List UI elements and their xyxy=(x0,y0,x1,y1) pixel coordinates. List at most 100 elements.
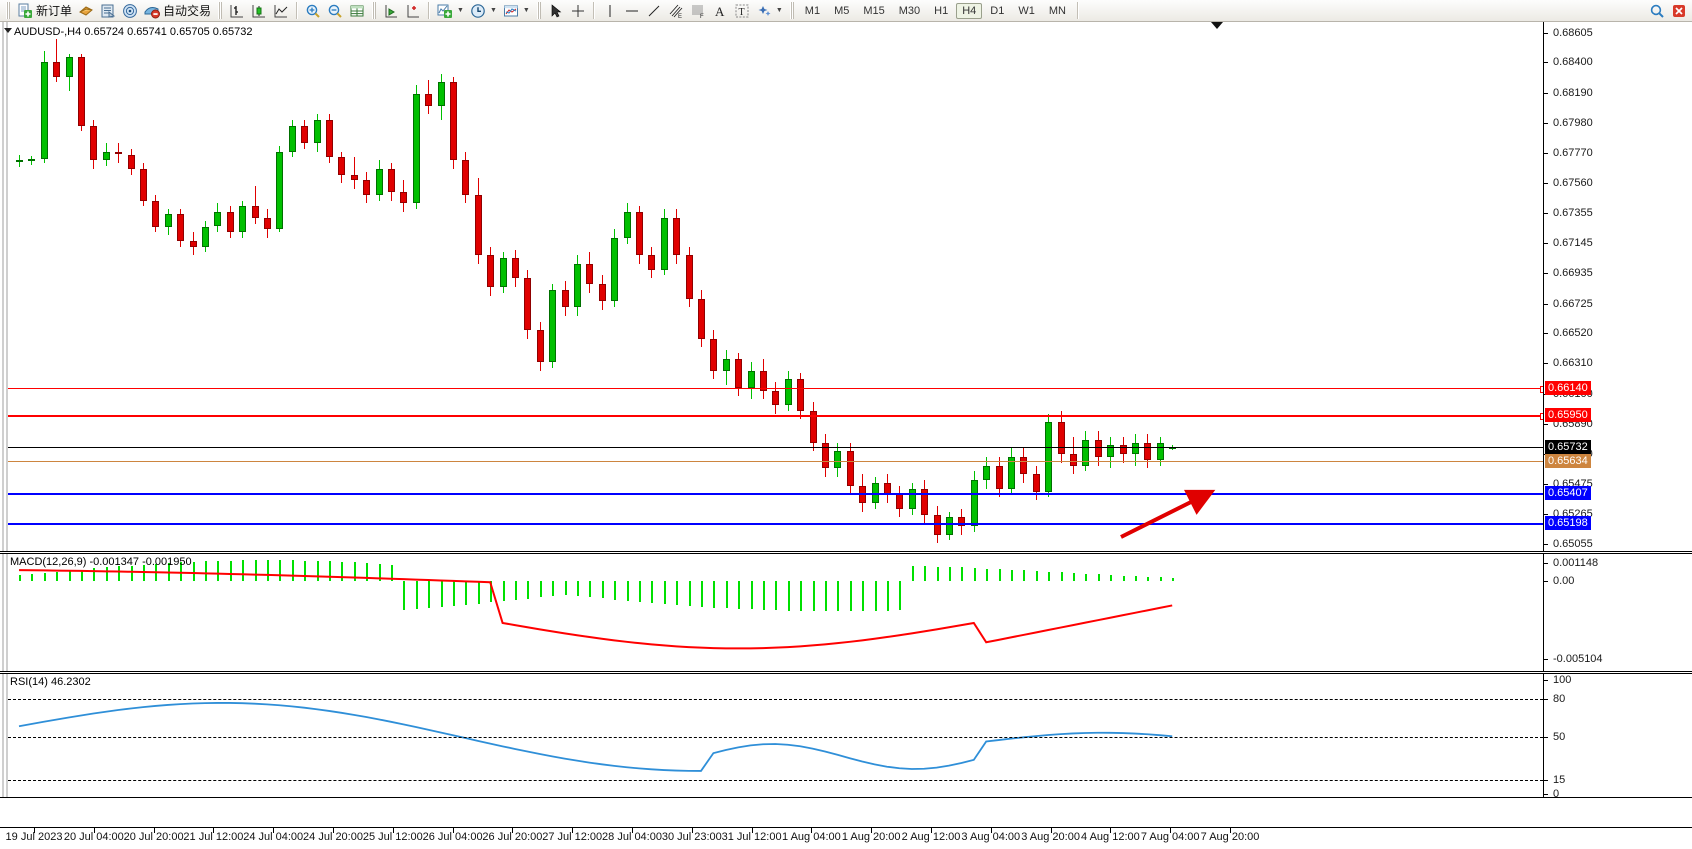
templates-icon xyxy=(503,3,519,19)
toolbar-grip[interactable] xyxy=(6,2,10,19)
timeframe-mn[interactable]: MN xyxy=(1048,4,1066,17)
timeframe-w1[interactable]: W1 xyxy=(1018,4,1035,17)
time-tick xyxy=(1110,828,1112,833)
rsi-pane[interactable]: RSI(14) 46.2302 100 80 50 15 0 xyxy=(0,673,1692,800)
new-order-button[interactable]: 新订单 xyxy=(14,1,75,21)
price-level-support-2[interactable] xyxy=(8,523,1543,525)
horizontal-line-button[interactable] xyxy=(621,1,643,21)
candle-body xyxy=(388,168,395,192)
price-axis[interactable]: 0.68605 0.68400 0.68190 0.67980 0.67770 0.675… xyxy=(1543,22,1692,551)
cursor-icon xyxy=(548,3,564,19)
rsi-left-grip xyxy=(0,674,8,797)
signals-button[interactable] xyxy=(119,1,141,21)
price-level-resistance-2[interactable] xyxy=(8,385,1543,393)
level-handle[interactable] xyxy=(1540,385,1543,393)
macd-histogram-bar xyxy=(825,580,827,612)
candle-body xyxy=(78,56,85,126)
macd-pane[interactable]: MACD(12,26,9) -0.001347 -0.001950 0.0011… xyxy=(0,553,1692,672)
window-close-button[interactable] xyxy=(1668,1,1690,21)
candle-body xyxy=(102,151,110,161)
timeframe-d1[interactable]: D1 xyxy=(990,4,1005,17)
shapes-button[interactable]: ▼ xyxy=(753,1,786,21)
fibonacci-button[interactable]: F xyxy=(687,1,709,21)
chevron-down-icon[interactable]: ▼ xyxy=(457,7,464,14)
macd-histogram-bar xyxy=(614,580,617,600)
time-axis[interactable]: 19 Jul 2023 20 Jul 04:00 20 Jul 20:00 21 Ju… xyxy=(0,827,1692,849)
zoom-in-button[interactable] xyxy=(302,1,324,21)
scroll-position-marker[interactable] xyxy=(1211,22,1223,29)
chevron-down-icon-2[interactable]: ▼ xyxy=(489,7,497,14)
price-pane[interactable]: AUDUSD-,H4 0.65724 0.65741 0.65705 0.657… xyxy=(0,22,1692,552)
vertical-line-button[interactable] xyxy=(599,1,621,21)
candle-body xyxy=(834,451,842,469)
trendline-button[interactable] xyxy=(643,1,665,21)
macd-histogram-bar xyxy=(577,580,579,596)
macd-histogram-bar xyxy=(626,580,629,601)
crosshair-button[interactable] xyxy=(567,1,589,21)
toolbar-grip-3[interactable] xyxy=(372,2,377,19)
candlestick-chart-button[interactable] xyxy=(248,1,270,21)
toolbar-grip-2[interactable] xyxy=(218,2,223,19)
macd-histogram-bar xyxy=(279,560,282,581)
time-label: 3 Aug 04:00 xyxy=(961,831,1021,843)
price-plot[interactable] xyxy=(8,22,1543,551)
search-button[interactable] xyxy=(1646,1,1668,21)
price-level-resistance-1[interactable] xyxy=(8,413,1543,421)
news-button[interactable] xyxy=(97,1,119,21)
auto-scroll-button[interactable] xyxy=(402,1,424,21)
equidistant-channel-button[interactable]: E xyxy=(665,1,687,21)
vertical-line-icon xyxy=(602,3,618,19)
rsi-axis[interactable]: 100 80 50 15 0 xyxy=(1543,674,1692,800)
macd-plot[interactable] xyxy=(8,554,1543,671)
macd-histogram-bar xyxy=(341,561,344,581)
price-level-moving-average[interactable] xyxy=(8,460,1543,463)
timeframe-m5[interactable]: M5 xyxy=(834,4,850,17)
data-window-icon xyxy=(349,3,365,19)
toolbar-grip-5[interactable] xyxy=(789,2,794,19)
timeframe-m30[interactable]: M30 xyxy=(898,4,921,17)
chevron-down-icon-4[interactable]: ▼ xyxy=(775,7,783,14)
candle-body xyxy=(1020,456,1028,475)
chart-shift-button[interactable] xyxy=(380,1,402,21)
time-label: 20 Jul 20:00 xyxy=(123,831,184,843)
time-tick xyxy=(153,828,155,833)
chevron-down-icon-3[interactable]: ▼ xyxy=(522,7,530,14)
price-tick: 0.67770 xyxy=(1544,147,1593,159)
auto-trading-button[interactable]: 自动交易 xyxy=(141,1,214,21)
price-level-current-price[interactable] xyxy=(8,446,1543,448)
macd-histogram-bar xyxy=(81,569,83,581)
timeframe-h4[interactable]: H4 xyxy=(956,2,983,19)
history-button[interactable] xyxy=(75,1,97,21)
macd-histogram-bar xyxy=(552,580,555,597)
data-window-button[interactable] xyxy=(346,1,368,21)
timeframe-m15[interactable]: M15 xyxy=(863,4,885,17)
macd-histogram-bar xyxy=(254,560,257,581)
candle-body xyxy=(1082,439,1090,466)
periods-button[interactable]: ▼ xyxy=(467,1,500,21)
line-chart-button[interactable] xyxy=(270,1,292,21)
text-button[interactable]: A xyxy=(709,1,731,21)
templates-button[interactable]: ▼ xyxy=(500,1,533,21)
rsi-plot[interactable] xyxy=(8,674,1543,797)
history-icon xyxy=(78,3,94,19)
zoom-out-button[interactable] xyxy=(324,1,346,21)
toolbar-separator-3 xyxy=(592,2,595,19)
level-handle[interactable] xyxy=(1540,413,1543,421)
time-label: 20 Jul 04:00 xyxy=(63,831,124,843)
timeframe-h1[interactable]: H1 xyxy=(934,4,949,17)
macd-histogram-bar xyxy=(56,571,59,581)
macd-histogram-bar xyxy=(775,580,778,611)
macd-axis[interactable]: 0.001148 0.00 -0.005104 xyxy=(1543,554,1692,671)
indicators-button[interactable]: ▼ xyxy=(434,1,467,21)
chart-area[interactable]: AUDUSD-,H4 0.65724 0.65741 0.65705 0.657… xyxy=(0,22,1692,849)
chart-collapse-icon[interactable] xyxy=(4,28,12,33)
text-label-button[interactable]: T xyxy=(731,1,753,21)
candle-body xyxy=(561,289,569,308)
text-label-icon: T xyxy=(734,3,750,19)
cursor-button[interactable] xyxy=(545,1,567,21)
bar-chart-button[interactable] xyxy=(226,1,248,21)
price-level-support-1[interactable] xyxy=(8,493,1543,495)
macd-histogram-bar xyxy=(589,580,592,598)
toolbar-grip-4[interactable] xyxy=(536,2,541,19)
timeframe-m1[interactable]: M1 xyxy=(804,4,821,17)
